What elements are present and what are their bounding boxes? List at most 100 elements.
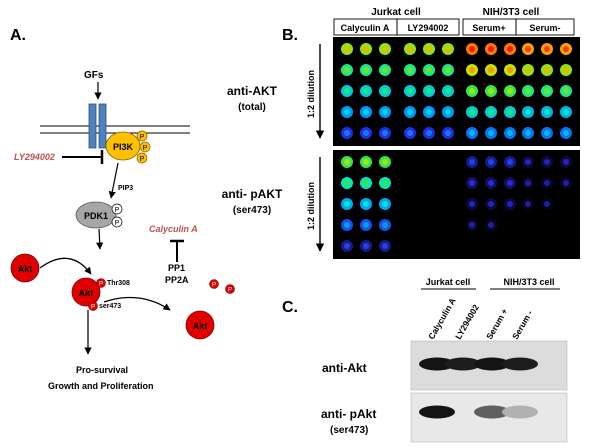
akt-node-dephosphorylated	[185, 310, 215, 340]
p-akt-spot-core	[525, 201, 531, 207]
svg-text:P: P	[91, 305, 95, 311]
p-akt-spot-core	[382, 180, 388, 186]
total-akt-spot-core	[525, 130, 531, 136]
pdk1-label: PDK1	[84, 211, 108, 221]
p-akt-spot-core	[344, 222, 350, 228]
pakt-band	[502, 405, 538, 419]
total-akt-spot-core	[344, 130, 350, 136]
p-akt-spot-core	[488, 180, 494, 186]
total-akt-spot-core	[563, 109, 569, 115]
total-akt-spot-core	[344, 109, 350, 115]
akt-band	[474, 357, 510, 371]
dilution-label-2: 1:2 dilution	[306, 182, 316, 230]
total-akt-spot-core	[488, 109, 494, 115]
akt-node-inactive	[10, 253, 40, 283]
p-akt-spot-core	[382, 243, 388, 249]
p-akt-spot-core	[344, 201, 350, 207]
total-akt-blot	[333, 37, 580, 146]
total-akt-spot-core	[363, 67, 369, 73]
gfs-label: GFs	[84, 70, 104, 81]
pp2a-label: PP2A	[165, 275, 189, 285]
b-lane-2: Serum+	[472, 23, 505, 33]
total-akt-spot-core	[525, 46, 531, 52]
total-akt-spot-core	[469, 109, 475, 115]
total-akt-spot-core	[469, 46, 475, 52]
panel-b: B. Jurkat cell NIH/3T3 cell Calyculin A …	[222, 7, 580, 259]
total-akt-spot-core	[544, 67, 550, 73]
p-akt-spot-core	[344, 180, 350, 186]
p-akt-spot-core	[563, 159, 569, 165]
p-akt-spot-core	[544, 201, 550, 207]
p-akt-spot-core	[469, 222, 475, 228]
c-row-pakt-line1: anti- pAkt	[321, 407, 376, 421]
p-akt-spot-core	[363, 201, 369, 207]
total-akt-spot-core	[507, 67, 513, 73]
western-akt-bands	[419, 357, 538, 371]
p-akt-spot-core	[363, 222, 369, 228]
total-akt-spot-core	[544, 130, 550, 136]
b-lane-boxes	[333, 18, 575, 36]
pi3k-phospho-group: P P P	[136, 130, 151, 164]
total-akt-spot-core	[507, 109, 513, 115]
p-akt-spot-core	[544, 180, 550, 186]
total-akt-spot-core	[544, 88, 550, 94]
p-akt-spot-core	[469, 159, 475, 165]
total-akt-spot-core	[507, 46, 513, 52]
pdk1-phospho-2	[111, 216, 123, 228]
akt-band	[502, 357, 538, 371]
total-akt-spot-core	[525, 88, 531, 94]
calyculin-label: Calyculin A	[149, 224, 198, 234]
free-phospho-1	[209, 279, 219, 289]
p-akt-spot-core	[488, 201, 494, 207]
p-akt-spot-core	[544, 159, 550, 165]
total-akt-spot-core	[382, 130, 388, 136]
c-group-jurkat: Jurkat cell	[426, 277, 471, 287]
b-lane-0: Calyculin A	[341, 23, 390, 33]
total-akt-spot-core	[469, 130, 475, 136]
p-akt-spot-core	[563, 180, 569, 186]
c-lane-3: Serum -	[510, 308, 535, 341]
p-akt-blot	[333, 150, 580, 259]
total-akt-spot-core	[525, 67, 531, 73]
b-row-p-line2: (ser473)	[233, 205, 271, 216]
b-group-jurkat: Jurkat cell	[371, 7, 421, 18]
akt-phospho-thr308	[96, 278, 106, 288]
total-akt-spot-core	[507, 130, 513, 136]
akt-activation-arrow	[39, 257, 92, 275]
akt-label-3: Akt	[193, 321, 208, 331]
total-akt-spot-core	[407, 130, 413, 136]
p-akt-spot-core	[525, 180, 531, 186]
western-pakt-bands	[419, 405, 538, 419]
p-akt-spot-core	[363, 243, 369, 249]
b-lane-3: Serum-	[529, 23, 560, 33]
growth-label: Growth and Proliferation	[48, 381, 154, 391]
total-akt-spot-core	[525, 109, 531, 115]
pakt-band	[419, 405, 455, 419]
total-akt-spot-core	[445, 109, 451, 115]
thr308-label: Thr308	[107, 280, 130, 287]
total-akt-spot-core	[344, 46, 350, 52]
panel-b-label: B.	[282, 27, 298, 44]
dilution-label-1: 1:2 dilution	[306, 70, 316, 118]
total-akt-spot-core	[363, 88, 369, 94]
c-group-nih: NIH/3T3 cell	[503, 277, 554, 287]
total-akt-spot-core	[445, 46, 451, 52]
total-akt-spot-core	[407, 88, 413, 94]
b-row-total-line1: anti-AKT	[227, 84, 278, 98]
total-akt-spot-core	[469, 67, 475, 73]
c-row-pakt-line2: (ser473)	[330, 425, 368, 436]
b-row-total-line2: (total)	[238, 102, 266, 113]
ser473-label: ser473	[99, 303, 121, 310]
svg-text:P: P	[115, 207, 120, 214]
p-akt-spot-core	[363, 180, 369, 186]
p-akt-spot-core	[488, 222, 494, 228]
receptor-right	[98, 103, 107, 149]
p-akt-spot-core	[488, 159, 494, 165]
b-row-p-line1: anti- pAKT	[222, 187, 283, 201]
p-akt-spot-core	[382, 159, 388, 165]
svg-text:P: P	[143, 145, 148, 152]
akt-node-active	[71, 277, 101, 307]
akt-label-1: Akt	[18, 264, 33, 274]
total-akt-spots	[341, 43, 572, 139]
total-akt-spot-core	[382, 109, 388, 115]
